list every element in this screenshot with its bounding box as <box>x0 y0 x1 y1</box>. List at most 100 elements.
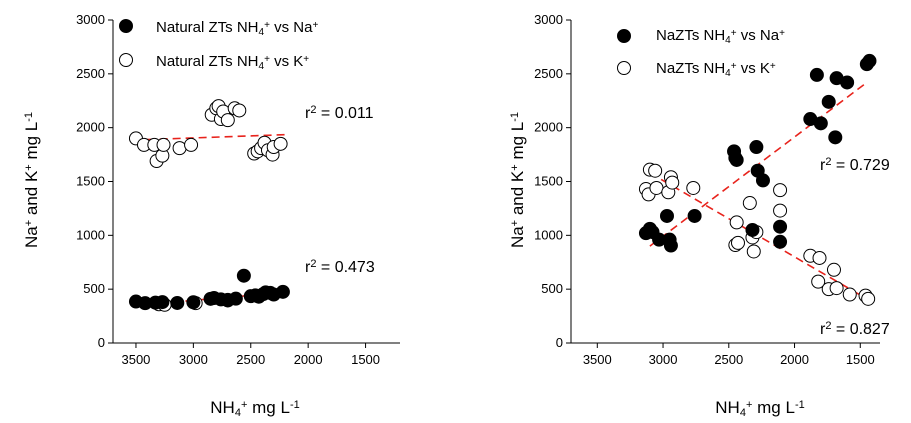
r2-exponent: 2 <box>825 156 831 168</box>
data-point-filled <box>840 75 855 90</box>
r2-value: 0.827 <box>850 321 890 338</box>
legend-text-part: 4 <box>259 27 265 38</box>
r2-prefix: r <box>305 105 311 122</box>
text-part: Na <box>22 226 41 248</box>
data-point-open <box>829 281 844 296</box>
text-part: -1 <box>509 112 521 122</box>
r2-exponent: 2 <box>310 104 316 116</box>
r2-value: 0.011 <box>335 105 374 122</box>
data-point-open <box>812 250 827 265</box>
text-part: + <box>23 220 35 226</box>
text-part: mg L <box>22 122 41 165</box>
data-point-open <box>665 175 680 190</box>
data-point-filled <box>155 295 170 310</box>
y-tick-label: 2500 <box>76 66 105 81</box>
legend-marker-filled <box>119 19 133 33</box>
data-point-filled <box>809 67 824 82</box>
r2-prefix: r <box>305 259 311 276</box>
legend-label: NaZTs NH4+ vs Na+ <box>656 27 785 46</box>
legend-text-part: + <box>779 28 785 39</box>
data-point-filled <box>755 173 770 188</box>
y-tick-label: 1500 <box>534 174 563 189</box>
y-tick-label: 1000 <box>76 227 105 242</box>
legend-text-part: + <box>731 28 737 39</box>
data-point-filled <box>687 208 702 223</box>
text-part: + <box>23 164 35 170</box>
text-part: + <box>509 164 521 170</box>
data-point-open <box>156 137 171 152</box>
text-part: NH <box>210 398 235 417</box>
text-part: mg L <box>752 398 795 417</box>
x-tick-label: 3000 <box>649 352 678 367</box>
data-point-filled <box>773 234 788 249</box>
text-part: and K <box>508 170 527 220</box>
text-part: -1 <box>23 112 35 122</box>
data-point-open <box>648 163 663 178</box>
data-point-filled <box>170 295 185 310</box>
data-point-open <box>184 137 199 152</box>
data-point-filled <box>659 208 674 223</box>
data-point-filled <box>773 219 788 234</box>
x-tick-label: 3500 <box>121 352 150 367</box>
legend-text-part: Natural ZTs NH <box>156 19 259 36</box>
data-point-filled <box>745 222 760 237</box>
data-point-filled <box>236 268 251 283</box>
r2-exponent: 2 <box>825 320 831 332</box>
text-part: NH <box>715 398 740 417</box>
x-axis-label: NH4+ mg L-1 <box>210 398 299 419</box>
y-tick-label: 2500 <box>534 66 563 81</box>
legend-text-part: + <box>303 54 309 65</box>
chart-panel-1: 0 500 1000 1500 2000 2500 3000 3500 3000 2500 2000… <box>22 12 400 419</box>
data-point-open <box>861 291 876 306</box>
x-tick-label: 2500 <box>714 352 743 367</box>
data-point-open <box>172 141 187 156</box>
text-part: + <box>746 399 752 411</box>
data-point-filled <box>275 284 290 299</box>
legend-text-part: + <box>312 20 318 31</box>
y-tick-label: 1000 <box>534 227 563 242</box>
y-tick-label: 3000 <box>76 12 105 27</box>
data-point-open <box>686 180 701 195</box>
legend-marker-filled <box>617 29 631 43</box>
data-point-open <box>729 215 744 230</box>
legend-text-part: vs Na <box>737 27 780 44</box>
data-point-open <box>811 274 826 289</box>
x-tick-label: 2000 <box>780 352 809 367</box>
y-tick-label: 0 <box>556 335 563 350</box>
text-part: mg L <box>247 398 290 417</box>
regression-line <box>649 172 868 300</box>
data-point-filled <box>813 116 828 131</box>
text-part: 4 <box>235 407 241 419</box>
legend-text-part: + <box>770 61 776 72</box>
legend-label: NaZTs NH4+ vs K+ <box>656 60 776 79</box>
r2-equals: = <box>831 157 849 174</box>
text-part: -1 <box>290 399 300 411</box>
data-point-open <box>746 244 761 259</box>
legend-text-part: Natural ZTs NH <box>156 53 259 70</box>
data-point-filled <box>862 53 877 68</box>
text-part: -1 <box>795 399 805 411</box>
data-point-open <box>842 287 857 302</box>
legend-label: Natural ZTs NH4+ vs Na+ <box>156 19 318 38</box>
legend-text-part: + <box>731 61 737 72</box>
text-part: Na <box>508 226 527 248</box>
x-tick-label: 3000 <box>179 352 208 367</box>
data-point-open <box>742 196 757 211</box>
legend-text-part: + <box>264 54 270 65</box>
r2-prefix: r <box>820 157 826 174</box>
text-part: and K <box>22 170 41 220</box>
y-tick-label: 1500 <box>76 174 105 189</box>
x-tick-label: 1500 <box>351 352 380 367</box>
y-tick-label: 2000 <box>76 120 105 135</box>
legend-label: Natural ZTs NH4+ vs K+ <box>156 53 309 72</box>
r2-prefix: r <box>820 321 826 338</box>
x-tick-label: 2000 <box>294 352 323 367</box>
r2-equals: = <box>831 321 849 338</box>
legend-text-part: 4 <box>259 61 265 72</box>
text-part: + <box>509 220 521 226</box>
text-part: + <box>241 399 247 411</box>
text-part: 4 <box>740 407 746 419</box>
legend-text-part: NaZTs NH <box>656 60 725 77</box>
